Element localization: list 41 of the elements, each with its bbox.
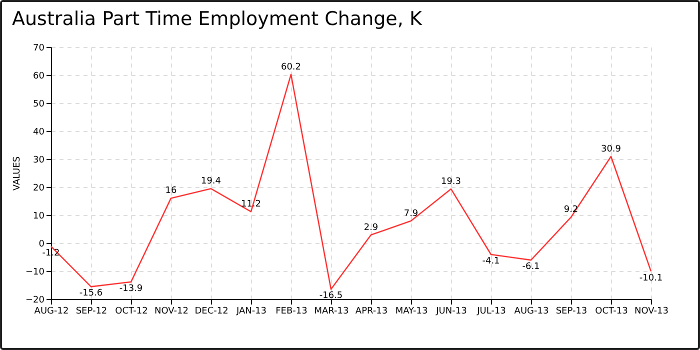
x-tick-label: NOV-13 [634, 306, 668, 316]
data-label: -13.9 [119, 284, 143, 294]
x-tick-label: JUL-13 [476, 306, 506, 316]
x-tick-label: NOV-12 [154, 306, 188, 316]
x-tick-label: MAY-13 [395, 306, 428, 316]
data-label: 19.3 [440, 176, 462, 187]
y-tick-label: −20 [26, 296, 45, 306]
y-axis-title: VALUES [12, 156, 23, 191]
data-label: 19.4 [200, 176, 222, 187]
chart-title: Australia Part Time Employment Change, K [12, 8, 422, 30]
data-label: 16 [165, 186, 177, 196]
y-tick-label: 10 [33, 212, 45, 222]
y-tick-label: 60 [33, 72, 45, 82]
data-label: -15.6 [79, 288, 103, 299]
y-tick-label: 40 [33, 128, 45, 138]
x-tick-label: JUN-13 [435, 306, 467, 316]
data-label: 60.2 [280, 62, 302, 72]
data-label: -10.1 [639, 273, 663, 284]
x-tick-label: SEP-12 [76, 306, 108, 316]
y-tick-label: 20 [33, 184, 45, 194]
x-tick-label: OCT-12 [115, 306, 148, 316]
x-tick-label: OCT-13 [595, 306, 628, 316]
data-label: 2.9 [364, 222, 378, 233]
x-tick-label: APR-13 [355, 306, 388, 316]
data-label: 30.9 [600, 144, 622, 154]
y-tick-label: 70 [33, 44, 45, 54]
data-label: -16.5 [319, 291, 343, 302]
y-tick-label: 0 [38, 240, 45, 250]
data-label: 7.9 [404, 208, 418, 219]
y-tick-label: 50 [33, 100, 45, 110]
x-tick-label: SEP-13 [556, 306, 588, 316]
x-tick-label: JAN-13 [235, 306, 267, 316]
x-tick-label: MAR-13 [314, 306, 349, 316]
y-tick-label: 30 [33, 156, 45, 166]
x-tick-label: DEC-12 [194, 306, 228, 316]
x-tick-label: AUG-12 [34, 306, 69, 316]
data-label: -4.1 [482, 256, 500, 266]
x-tick-label: FEB-13 [276, 306, 308, 316]
y-tick-label: −10 [26, 268, 45, 278]
data-label: -6.1 [522, 262, 540, 272]
x-tick-label: AUG-13 [514, 306, 549, 316]
